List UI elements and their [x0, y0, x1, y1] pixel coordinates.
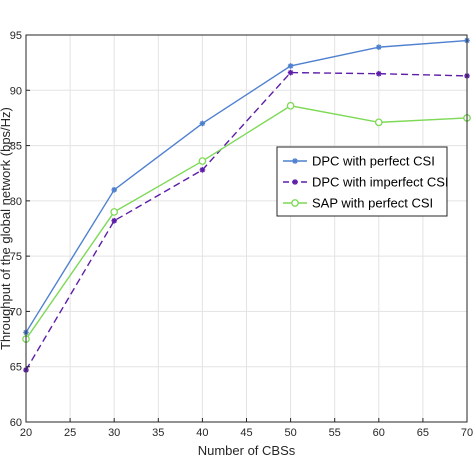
y-tick-label: 90	[10, 85, 22, 97]
marker-stroke	[288, 63, 294, 69]
series-line	[25, 105, 468, 340]
marker-stroke	[111, 187, 117, 193]
marker-stroke	[199, 167, 205, 173]
data-point	[287, 69, 294, 76]
y-axis-label: Throughput of the global network (bps/Hz…	[0, 107, 13, 350]
data-point	[111, 187, 117, 193]
legend-item-2: DPC with imperfect CSI	[283, 175, 449, 190]
x-tick-label: 25	[64, 427, 76, 439]
marker-stroke	[376, 44, 382, 50]
legend-marker	[292, 158, 298, 164]
y-tick-label: 80	[10, 196, 22, 208]
data-point	[110, 208, 119, 216]
data-point	[286, 101, 295, 110]
data-point	[199, 120, 206, 127]
legend-item-1: DPC with perfect CSI	[283, 154, 435, 169]
x-tick-label: 20	[20, 427, 32, 439]
marker-stroke	[199, 120, 205, 126]
x-tick-label: 40	[196, 427, 208, 439]
x-tick-label: 45	[240, 427, 252, 439]
y-tick-label: 60	[10, 417, 22, 429]
marker-stroke	[376, 71, 382, 77]
legend-label: DPC with imperfect CSI	[312, 175, 449, 190]
legend-label: SAP with perfect CSI	[312, 196, 433, 211]
axis-ticks: 20 25 30 35 40 45 50 55 60 65 70 60 65 70 75 80 85 90 95	[10, 30, 473, 439]
x-tick-label: 35	[152, 427, 164, 439]
data-point	[376, 44, 382, 50]
x-tick-label: 55	[329, 427, 341, 439]
legend-label: DPC with perfect CSI	[312, 154, 435, 169]
data-point	[287, 63, 294, 69]
marker-stroke	[288, 70, 294, 76]
x-tick-label: 60	[373, 427, 385, 439]
series-line	[25, 71, 468, 371]
data-point	[374, 118, 383, 127]
series-line	[25, 39, 468, 333]
series-layer	[22, 37, 471, 373]
marker-stroke	[292, 158, 298, 164]
series-3	[22, 101, 471, 343]
marker-stroke	[292, 179, 298, 185]
legend: DPC with perfect CSI DPC with imperfect C…	[276, 146, 449, 217]
x-tick-label: 30	[108, 427, 120, 439]
data-point	[111, 217, 117, 224]
y-tick-label: 65	[10, 362, 22, 374]
legend-marker	[292, 179, 298, 185]
legend-marker	[291, 199, 299, 207]
legend-item-3: SAP with perfect CSI	[283, 196, 433, 211]
y-tick-label: 85	[10, 141, 22, 153]
data-point	[199, 167, 206, 173]
x-tick-label: 50	[284, 427, 296, 439]
y-tick-label: 95	[10, 30, 22, 42]
marker-stroke	[111, 218, 117, 224]
y-tick-label: 75	[10, 251, 22, 263]
y-tick-label: 70	[10, 306, 22, 318]
x-tick-label: 65	[417, 427, 429, 439]
x-tick-label: 70	[461, 427, 473, 439]
x-axis-label: Number of CBSs	[198, 443, 296, 458]
data-point	[376, 70, 382, 77]
data-point	[198, 157, 207, 165]
